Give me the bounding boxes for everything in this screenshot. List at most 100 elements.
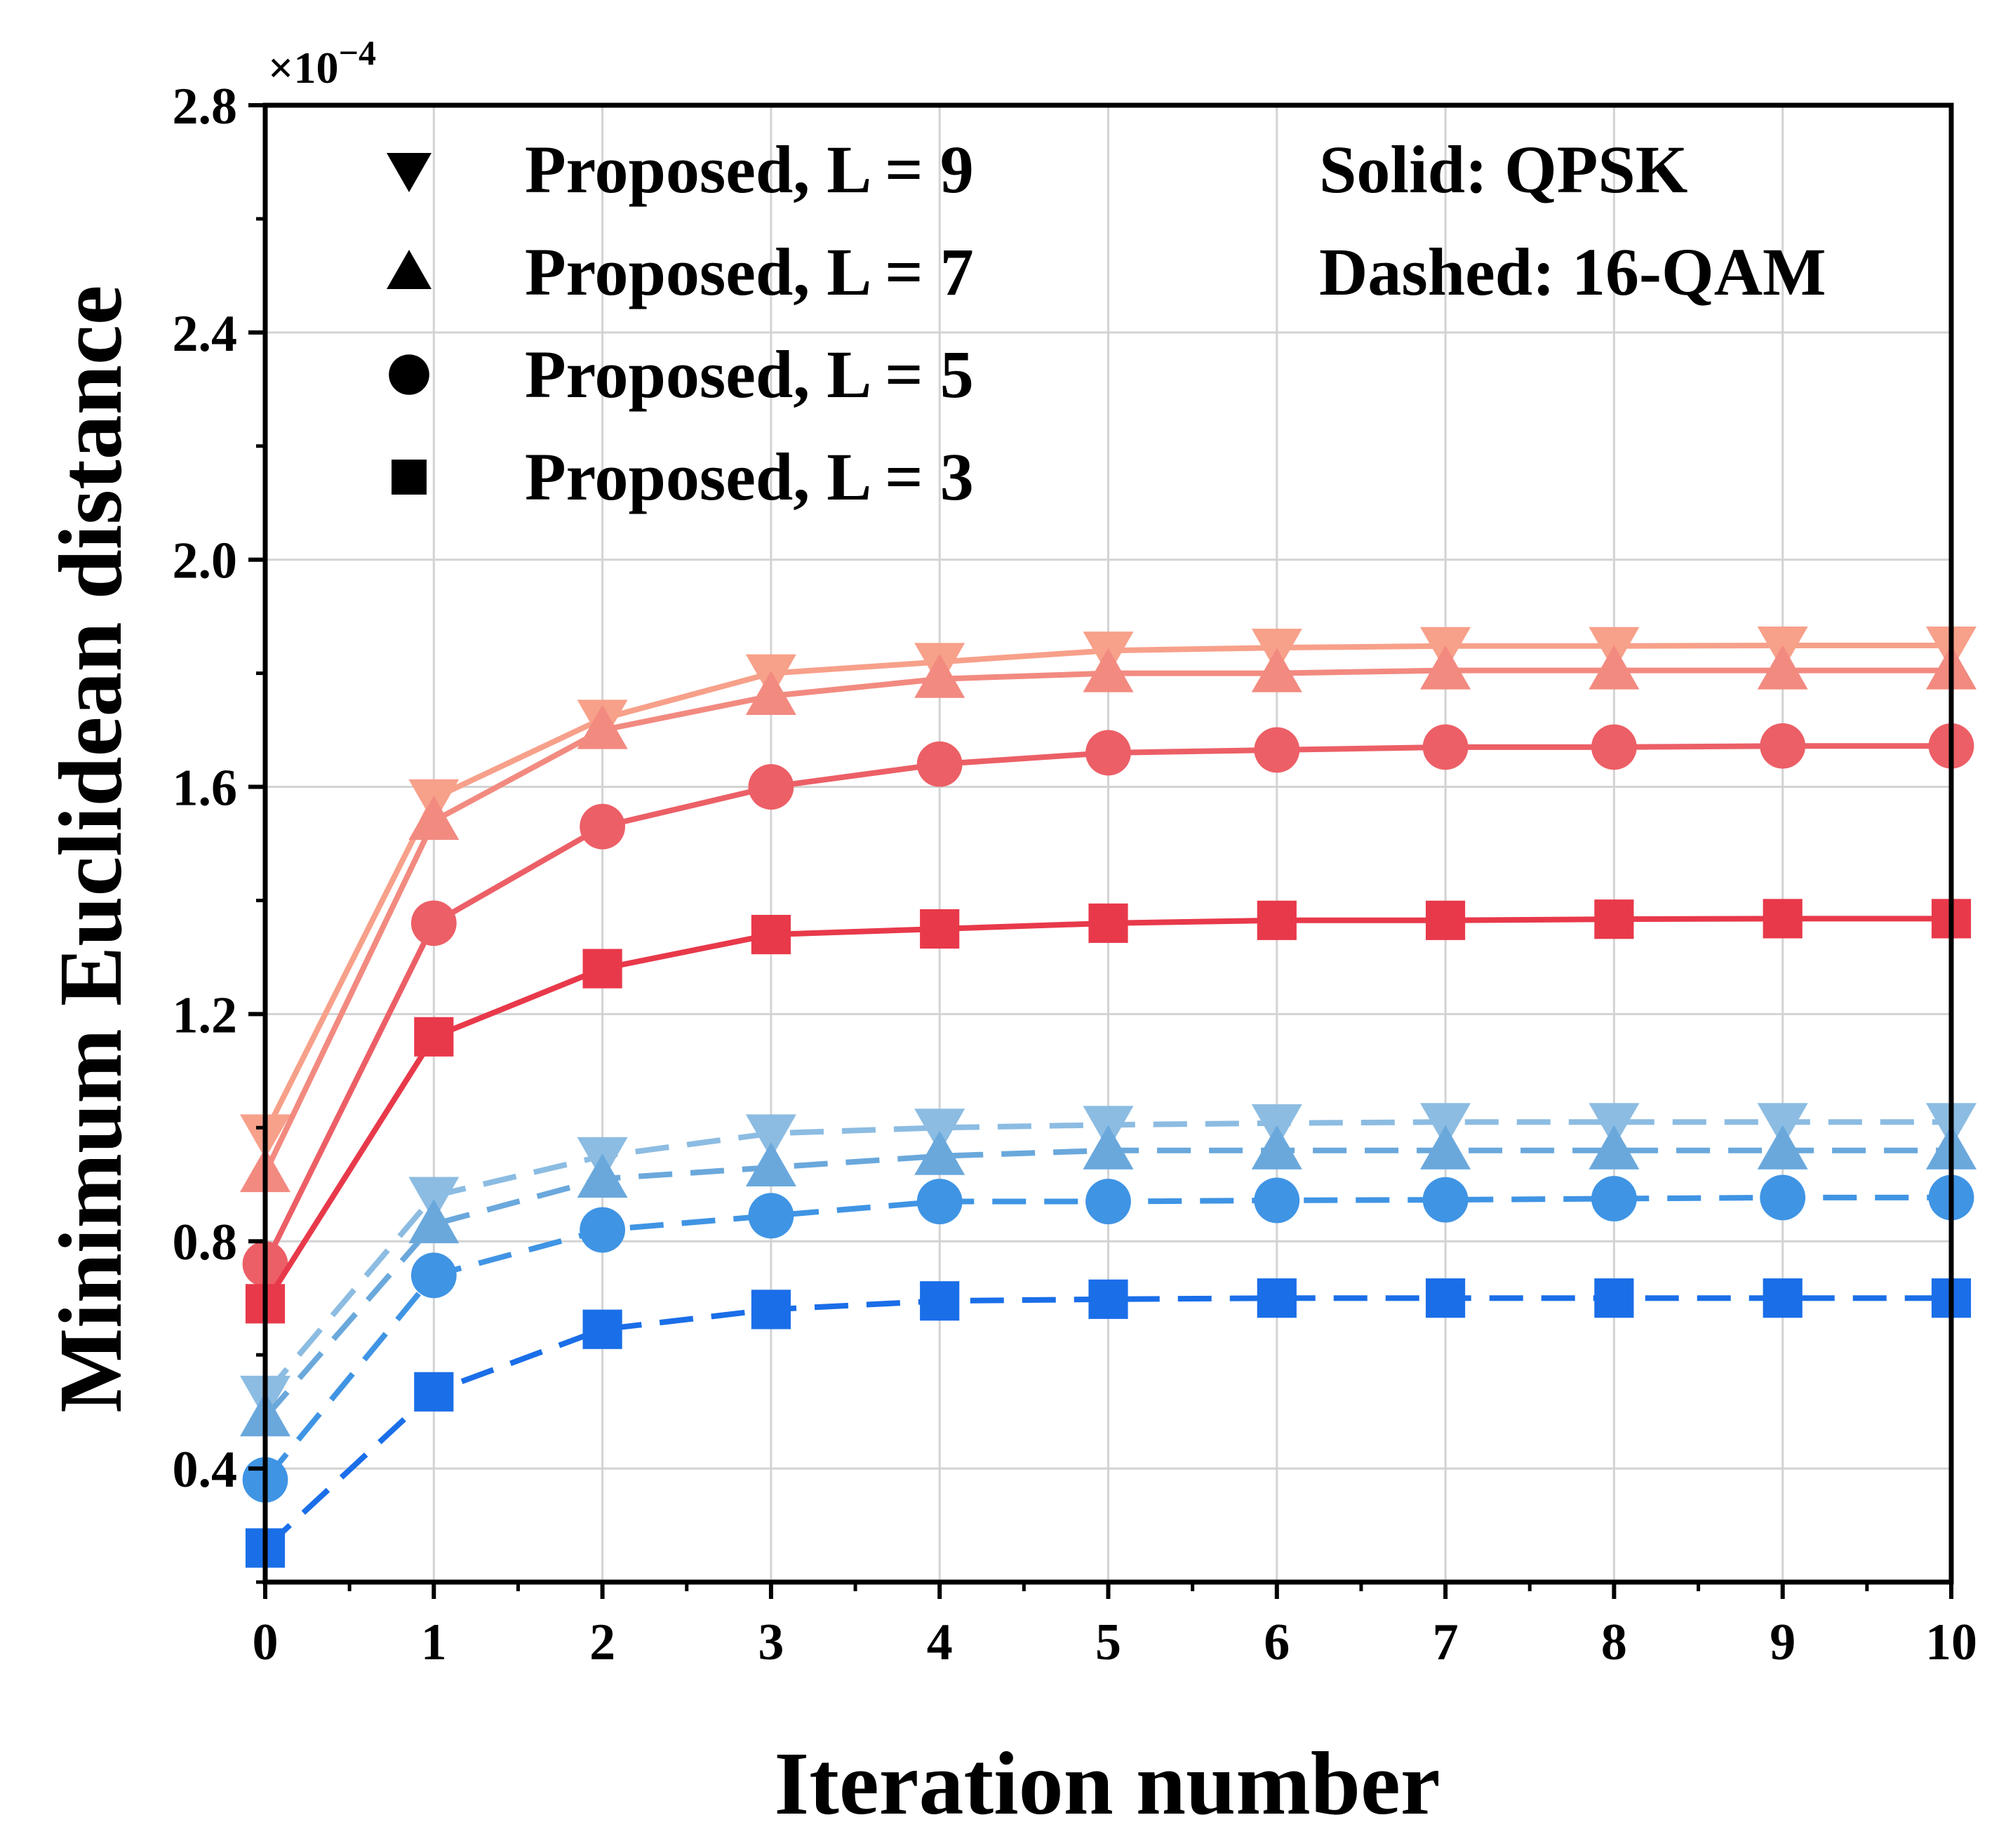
y-tick-label: 2.4	[173, 305, 238, 363]
data-point	[1757, 1125, 1808, 1170]
x-tick-label: 3	[758, 1614, 784, 1671]
data-point	[1422, 724, 1469, 770]
data-point	[577, 704, 628, 749]
data-point	[414, 1372, 454, 1412]
data-point	[1591, 724, 1637, 770]
data-point	[748, 1193, 794, 1239]
x-axis-label: Iteration number	[774, 1734, 1440, 1833]
series-16-qam-l-3	[245, 1278, 1972, 1568]
data-point	[748, 764, 794, 810]
y-tick-label: 0.8	[173, 1214, 238, 1271]
data-point	[580, 1207, 625, 1253]
legend-marker-square	[392, 460, 427, 495]
x-tick-label: 6	[1264, 1614, 1290, 1671]
data-point	[414, 1017, 454, 1057]
axis-ticks: 0 1 2 3 4 5 6 7 8 9 10 0.4 0.8 1.2 1.6 2.0 2.4 2.8	[173, 78, 1978, 1671]
series-qpsk-l-5	[242, 723, 1974, 1287]
data-point	[1422, 1177, 1469, 1223]
y-tick-label: 1.2	[173, 986, 238, 1044]
data-point	[1083, 1125, 1134, 1170]
x-tick-label: 2	[589, 1614, 615, 1671]
data-point	[1426, 900, 1466, 940]
grid	[265, 105, 1951, 1582]
data-point	[1085, 730, 1131, 776]
data-point	[1426, 1278, 1466, 1318]
y-multiplier-exponent: −4	[338, 33, 376, 72]
data-point	[1420, 645, 1471, 690]
data-point	[745, 1114, 796, 1159]
data-point	[914, 653, 965, 698]
data-point	[1420, 1125, 1471, 1170]
data-point	[580, 803, 625, 850]
data-point	[577, 1153, 628, 1198]
y-tick-label: 1.6	[173, 760, 238, 817]
y-multiplier-base: ×10	[268, 43, 338, 93]
data-point	[408, 1198, 460, 1243]
data-point	[1589, 1125, 1640, 1170]
data-point	[408, 796, 460, 841]
data-point	[920, 909, 960, 949]
x-tick-label: 4	[927, 1614, 953, 1671]
x-tick-label: 9	[1770, 1614, 1796, 1671]
data-point	[1594, 1278, 1634, 1318]
x-tick-label: 0	[253, 1614, 279, 1671]
y-tick-label: 2.0	[173, 533, 238, 590]
data-point	[1760, 1174, 1806, 1221]
y-tick-label: 0.4	[173, 1441, 238, 1499]
data-point	[1763, 1278, 1803, 1318]
data-point	[410, 900, 457, 946]
data-point	[1763, 899, 1803, 939]
data-point	[1251, 1125, 1302, 1170]
data-point	[1591, 1176, 1637, 1221]
data-point	[1254, 1177, 1300, 1224]
legend-marker-triangle-down	[387, 153, 432, 192]
data-point	[745, 1141, 796, 1186]
data-point	[1760, 723, 1806, 769]
legend-marker-triangle-up	[387, 250, 432, 289]
x-tick-label: 1	[421, 1614, 447, 1671]
x-tick-label: 7	[1433, 1614, 1459, 1671]
data-point	[1589, 645, 1640, 690]
annotation-text: Solid: QPSK	[1319, 132, 1687, 207]
data-point	[1085, 1179, 1131, 1224]
data-point	[916, 741, 963, 787]
legend: Proposed, L = 9 Proposed, L = 7 Proposed, …	[387, 132, 974, 514]
data-point	[1088, 903, 1128, 943]
data-point	[410, 1252, 457, 1299]
annotation-text: Dashed: 16-QAM	[1319, 234, 1826, 309]
data-point	[1254, 727, 1300, 773]
legend-marker-circle	[389, 354, 429, 395]
series-16-qam-l-7	[240, 1125, 1977, 1437]
series-16-qam-l-5	[242, 1174, 1974, 1503]
data-point	[745, 671, 796, 715]
data-point	[1594, 899, 1634, 939]
data-point	[751, 914, 791, 955]
data-point	[1757, 645, 1808, 690]
series-line	[263, 1295, 1951, 1551]
series-qpsk-l-3	[245, 899, 1972, 1324]
data-point	[920, 1281, 960, 1321]
annotations: Solid: QPSK Dashed: 16-QAM	[1319, 132, 1826, 309]
data-point	[1088, 1279, 1128, 1319]
data-point	[1257, 1278, 1297, 1318]
data-point	[751, 1290, 791, 1330]
legend-label: Proposed, L = 7	[525, 234, 974, 309]
y-axis-multiplier: ×10−4	[268, 33, 376, 93]
x-tick-label: 10	[1925, 1614, 1977, 1671]
data-point	[916, 1179, 963, 1224]
data-point	[1251, 648, 1302, 692]
legend-label: Proposed, L = 5	[525, 337, 974, 412]
y-axis-label: Minimum Euclidean distance	[41, 285, 140, 1412]
data-point	[914, 1130, 965, 1175]
data-point	[582, 1309, 622, 1349]
data-point	[582, 949, 622, 989]
y-tick-label: 2.8	[173, 78, 238, 135]
data-point	[1083, 648, 1134, 692]
x-tick-label: 8	[1601, 1614, 1627, 1671]
data-point	[1257, 900, 1297, 940]
series-layer	[240, 626, 1977, 1568]
legend-label: Proposed, L = 9	[525, 132, 974, 207]
legend-label: Proposed, L = 3	[525, 439, 974, 514]
x-tick-label: 5	[1095, 1614, 1121, 1671]
